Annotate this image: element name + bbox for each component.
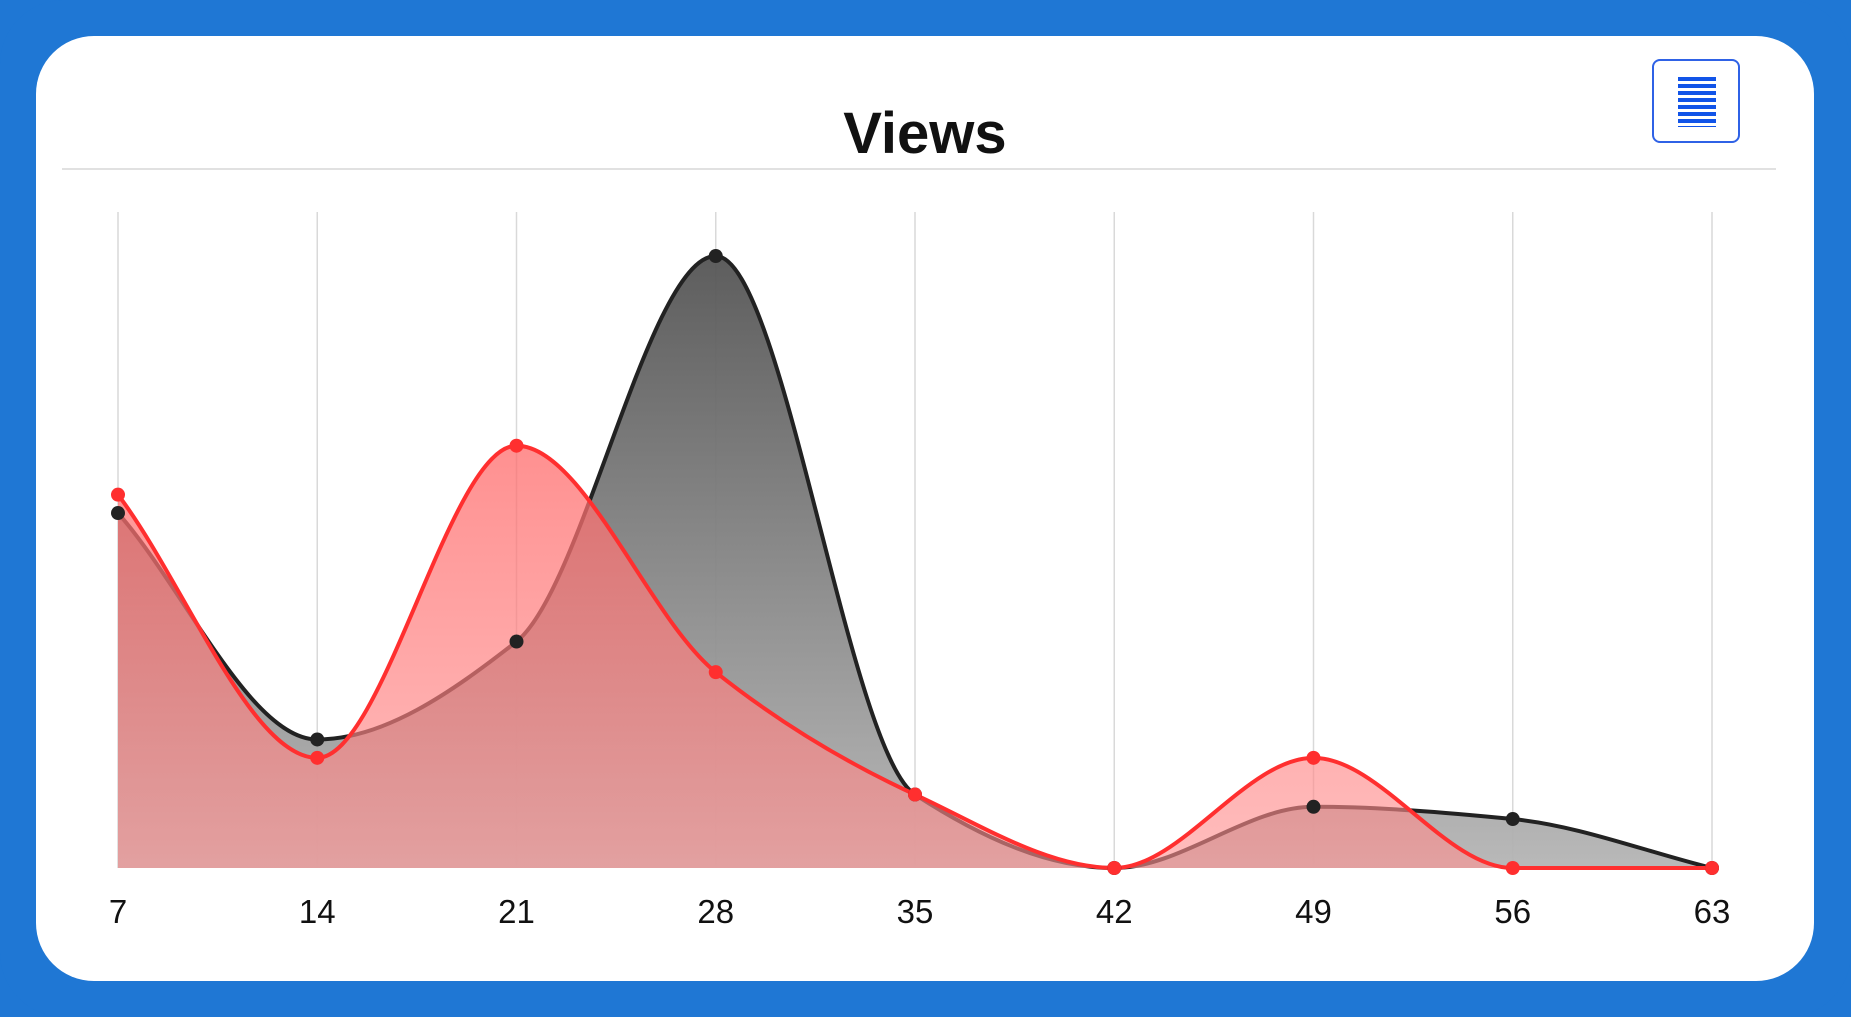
x-tick-label: 7 (109, 893, 127, 930)
series-1-point-3[interactable] (708, 665, 723, 680)
series-1-point-5[interactable] (1107, 861, 1122, 875)
series-1-point-2[interactable] (509, 438, 524, 453)
chart-title: Views (843, 101, 1007, 166)
series-1-line (116, 443, 1712, 871)
x-tick-label: 56 (1494, 893, 1531, 930)
x-tick-label: 21 (498, 893, 535, 930)
x-tick-label: 14 (299, 893, 336, 930)
series-0-point-1[interactable] (310, 732, 325, 747)
series-1-point-7[interactable] (1505, 861, 1520, 875)
x-tick-label: 35 (897, 893, 934, 930)
series-1-point-4[interactable] (908, 787, 922, 802)
hamburger-menu-icon (1678, 77, 1716, 127)
series-0-point-6[interactable] (1306, 799, 1321, 814)
chart-menu-button[interactable] (1652, 59, 1740, 143)
x-tick-label: 42 (1096, 893, 1133, 930)
series-0-point-7[interactable] (1505, 812, 1520, 827)
x-tick-label: 49 (1295, 893, 1332, 930)
series-1-point-6[interactable] (1306, 750, 1321, 765)
title-divider (62, 168, 1776, 170)
series-1-point-0[interactable] (111, 487, 125, 502)
series-1-point-1[interactable] (310, 750, 325, 765)
chart-card: Views 7 14 21 28 35 42 49 56 63 (36, 36, 1814, 981)
series-0-point-0[interactable] (111, 506, 125, 521)
area-chart: 7 14 21 28 35 42 49 56 63 (109, 212, 1731, 930)
series-0-point-2[interactable] (509, 634, 524, 649)
series-0-point-3[interactable] (708, 249, 723, 263)
x-tick-label: 63 (1694, 893, 1731, 930)
x-tick-label: 28 (697, 893, 734, 930)
series-1-point-8[interactable] (1705, 861, 1719, 875)
